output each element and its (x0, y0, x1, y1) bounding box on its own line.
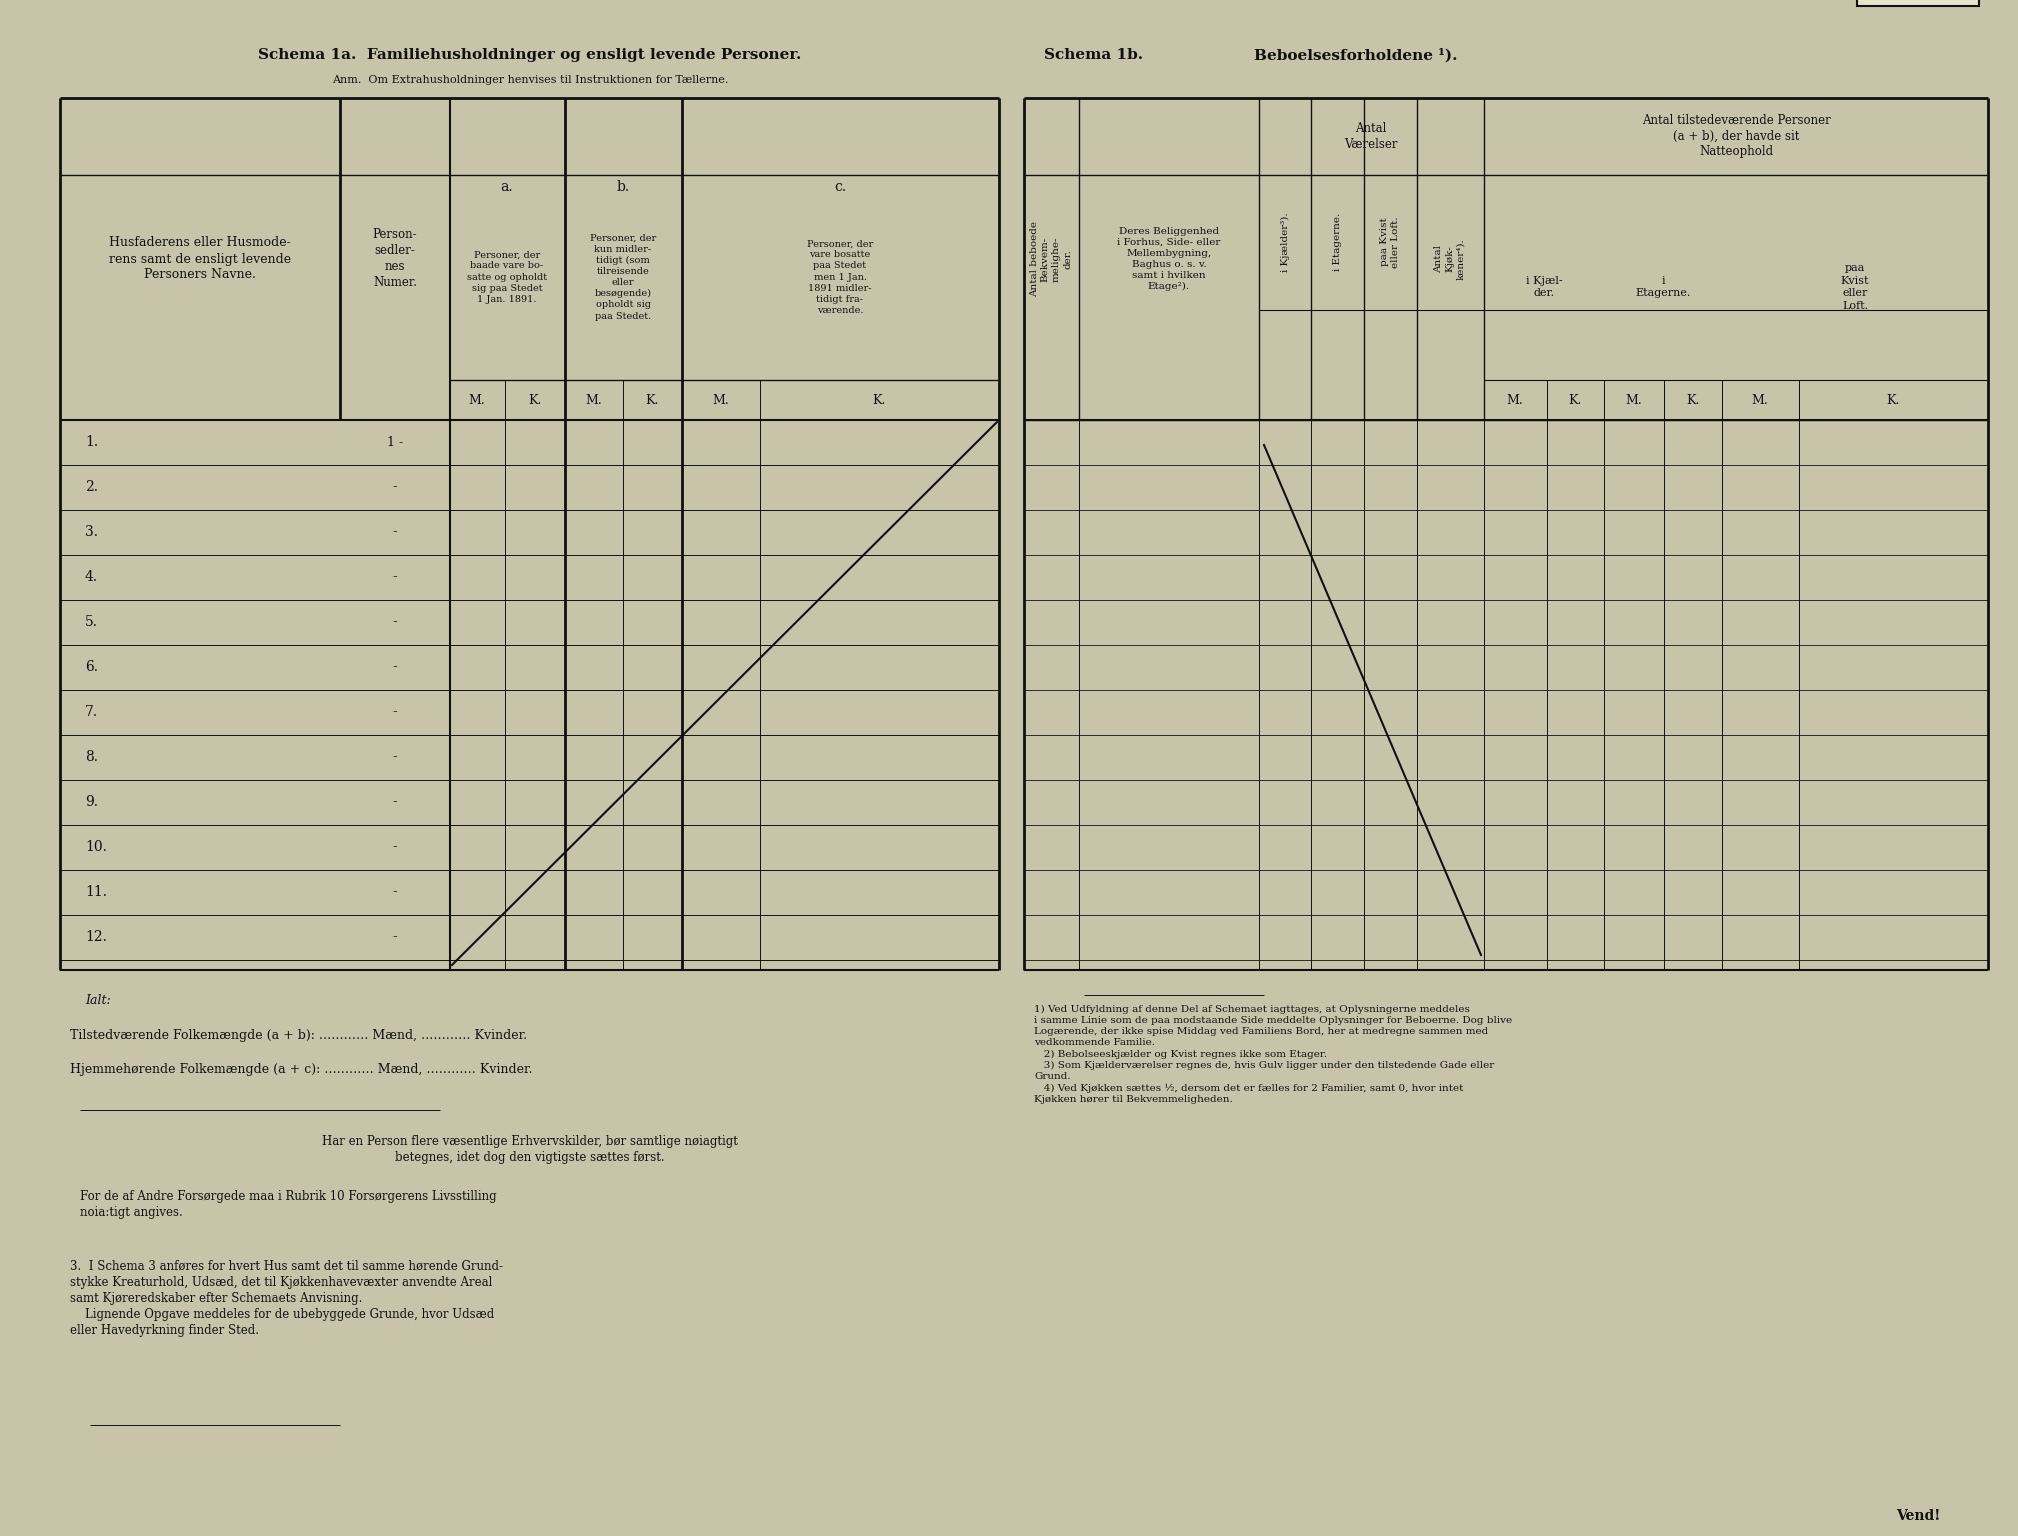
Text: K.: K. (1568, 393, 1582, 407)
Text: Vend!: Vend! (1895, 1508, 1939, 1524)
Text: 2.: 2. (85, 479, 99, 495)
Text: b.: b. (615, 180, 630, 194)
Text: M.: M. (712, 393, 728, 407)
Text: K.: K. (646, 393, 658, 407)
Text: Antal tilstedeværende Personer
(a + b), der havde sit
Natteophold: Antal tilstedeværende Personer (a + b), … (1641, 114, 1830, 158)
Text: Personer, der
baade vare bo-
satte og opholdt
sig paa Stedet
1 Jan. 1891.: Personer, der baade vare bo- satte og op… (466, 250, 547, 304)
Text: 3.  I Schema 3 anføres for hvert Hus samt det til samme hørende Grund-
stykke Kr: 3. I Schema 3 anføres for hvert Hus samt… (71, 1260, 502, 1336)
Text: K.: K. (1687, 393, 1699, 407)
Text: i
Etagerne.: i Etagerne. (1635, 276, 1691, 298)
Text: -: - (394, 929, 398, 945)
Text: 8.: 8. (85, 750, 99, 763)
Text: i Kjælder³).: i Kjælder³). (1281, 212, 1290, 272)
Text: 1.: 1. (85, 435, 99, 449)
Text: Anm.  Om Extrahusholdninger henvises til Instruktionen for Tællerne.: Anm. Om Extrahusholdninger henvises til … (331, 75, 728, 84)
Text: -: - (394, 479, 398, 495)
Text: -: - (394, 525, 398, 539)
Text: M.: M. (1752, 393, 1768, 407)
Text: 12.: 12. (85, 929, 107, 945)
Text: -: - (394, 885, 398, 899)
Text: 1) Ved Udfyldning af denne Del af Schemaet iagttages, at Oplysningerne meddeles
: 1) Ved Udfyldning af denne Del af Schema… (1033, 1005, 1511, 1104)
Text: paa
Kvist
eller
Loft.: paa Kvist eller Loft. (1840, 263, 1869, 310)
Text: Person-
sedler-
nes
Numer.: Person- sedler- nes Numer. (373, 229, 418, 289)
FancyBboxPatch shape (1857, 0, 1980, 6)
Text: Beboelsesforholdene ¹).: Beboelsesforholdene ¹). (1253, 48, 1457, 61)
Text: i Kjæl-
der.: i Kjæl- der. (1526, 276, 1562, 298)
Text: paa Kvist
eller Loft.: paa Kvist eller Loft. (1380, 217, 1400, 267)
Text: K.: K. (1887, 393, 1899, 407)
Text: 9.: 9. (85, 796, 99, 809)
Text: 1 -: 1 - (387, 436, 404, 449)
Text: For de af Andre Forsørgede maa i Rubrik 10 Forsørgerens Livsstilling
noia:tigt a: For de af Andre Forsørgede maa i Rubrik … (81, 1190, 496, 1220)
Text: 11.: 11. (85, 885, 107, 899)
Text: -: - (394, 660, 398, 674)
Text: Personer, der
vare bosatte
paa Stedet
men 1 Jan.
1891 midler-
tidigt fra-
værend: Personer, der vare bosatte paa Stedet me… (807, 240, 874, 315)
Text: M.: M. (468, 393, 486, 407)
Text: -: - (394, 570, 398, 584)
Text: a.: a. (500, 180, 513, 194)
Text: -: - (394, 614, 398, 630)
Text: M.: M. (585, 393, 603, 407)
Text: Antal
Kjøk-
kener⁴).: Antal Kjøk- kener⁴). (1435, 238, 1465, 280)
Text: 5.: 5. (85, 614, 99, 630)
Text: Personer, der
kun midler-
tidigt (som
tilreisende
eller
besøgende)
opholdt sig
p: Personer, der kun midler- tidigt (som ti… (589, 233, 656, 321)
Text: 3.: 3. (85, 525, 99, 539)
Text: -: - (394, 750, 398, 763)
Text: Ialt:: Ialt: (85, 994, 111, 1006)
Text: 6.: 6. (85, 660, 99, 674)
Text: Schema 1b.: Schema 1b. (1043, 48, 1142, 61)
Text: Schema 1a.  Familiehusholdninger og ensligt levende Personer.: Schema 1a. Familiehusholdninger og ensli… (258, 48, 801, 61)
Text: -: - (394, 796, 398, 809)
Text: 7.: 7. (85, 705, 99, 719)
Text: Antal beboede
Bekvem-
melighe-
der.: Antal beboede Bekvem- melighe- der. (1029, 221, 1072, 296)
Text: Har en Person flere væsentlige Erhvervskilder, bør samtlige nøiagtigt
betegnes, : Har en Person flere væsentlige Erhvervsk… (323, 1135, 739, 1164)
Text: M.: M. (1507, 393, 1524, 407)
Text: Deres Beliggenhed
i Forhus, Side- eller
Mellembygning,
Baghus o. s. v.
samt i hv: Deres Beliggenhed i Forhus, Side- eller … (1118, 227, 1221, 292)
Text: K.: K. (872, 393, 886, 407)
Text: 4.: 4. (85, 570, 99, 584)
Text: i Etagerne.: i Etagerne. (1332, 214, 1342, 272)
Text: K.: K. (529, 393, 541, 407)
Text: Husfaderens eller Husmode-
rens samt de ensligt levende
Personers Navne.: Husfaderens eller Husmode- rens samt de … (109, 237, 291, 281)
Text: M.: M. (1627, 393, 1643, 407)
Text: Tilstedværende Folkemængde (a + b): ………… Mænd, ………… Kvinder.: Tilstedværende Folkemængde (a + b): …………… (71, 1029, 527, 1041)
Text: 10.: 10. (85, 840, 107, 854)
Text: c.: c. (833, 180, 846, 194)
Text: Antal
Værelser: Antal Værelser (1344, 121, 1398, 151)
Text: -: - (394, 705, 398, 719)
Text: Hjemmehørende Folkemængde (a + c): ………… Mænd, ………… Kvinder.: Hjemmehørende Folkemængde (a + c): ………… … (71, 1063, 533, 1077)
Text: -: - (394, 840, 398, 854)
